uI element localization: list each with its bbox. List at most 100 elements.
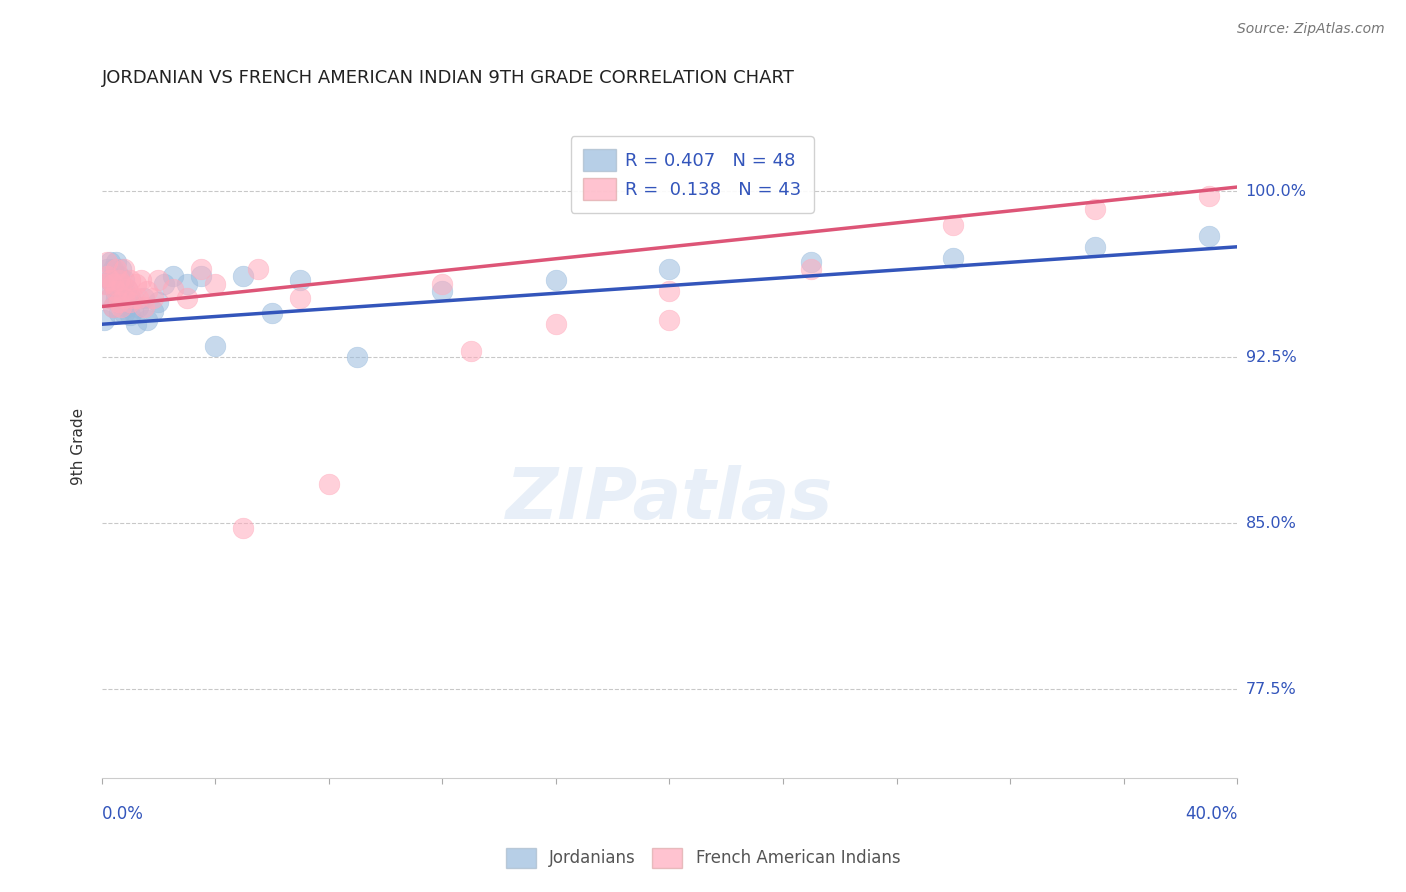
Point <box>124 277 146 292</box>
Point <box>942 218 965 232</box>
Point <box>460 343 482 358</box>
Point <box>107 268 129 283</box>
Point <box>1198 189 1220 203</box>
Point <box>112 261 135 276</box>
Text: ZIPatlas: ZIPatlas <box>506 465 834 533</box>
Point <box>112 306 135 320</box>
Point <box>101 300 124 314</box>
Point <box>110 295 132 310</box>
Point <box>290 273 312 287</box>
Point <box>121 291 143 305</box>
Point <box>544 273 567 287</box>
Point <box>260 306 283 320</box>
Y-axis label: 9th Grade: 9th Grade <box>72 408 86 484</box>
Point <box>136 313 159 327</box>
Point <box>118 291 141 305</box>
Point <box>190 261 212 276</box>
Point <box>658 261 681 276</box>
Point <box>110 277 132 292</box>
Point <box>153 277 176 292</box>
Point <box>132 300 155 314</box>
Point <box>142 304 165 318</box>
Point <box>104 255 127 269</box>
Point <box>658 284 681 298</box>
Point <box>118 309 141 323</box>
Point <box>246 261 269 276</box>
Point <box>104 273 127 287</box>
Point <box>110 300 132 314</box>
Point <box>110 277 132 292</box>
Point <box>96 255 118 269</box>
Point <box>800 261 823 276</box>
Text: 100.0%: 100.0% <box>1246 184 1306 199</box>
Point <box>112 273 135 287</box>
Point <box>129 273 152 287</box>
Point <box>162 282 184 296</box>
Point <box>318 476 340 491</box>
Point <box>1198 228 1220 243</box>
Point <box>176 291 198 305</box>
Point <box>121 304 143 318</box>
Point <box>104 261 127 276</box>
Point <box>101 277 124 292</box>
Point <box>942 251 965 265</box>
Point <box>148 273 170 287</box>
Point <box>346 351 368 365</box>
Point <box>98 291 121 305</box>
Point <box>544 318 567 332</box>
Text: JORDANIAN VS FRENCH AMERICAN INDIAN 9TH GRADE CORRELATION CHART: JORDANIAN VS FRENCH AMERICAN INDIAN 9TH … <box>101 70 794 87</box>
Point <box>132 291 155 305</box>
Point <box>107 306 129 320</box>
Text: 0.0%: 0.0% <box>101 805 143 822</box>
Point <box>204 277 226 292</box>
Point <box>800 255 823 269</box>
Point <box>98 273 121 287</box>
Point <box>107 284 129 298</box>
Point <box>1084 240 1107 254</box>
Point <box>107 273 129 287</box>
Point <box>162 268 184 283</box>
Point <box>112 291 135 305</box>
Point <box>98 255 121 269</box>
Legend: R = 0.407   N = 48, R =  0.138   N = 43: R = 0.407 N = 48, R = 0.138 N = 43 <box>571 136 814 213</box>
Legend: Jordanians, French American Indians: Jordanians, French American Indians <box>499 841 907 875</box>
Text: 85.0%: 85.0% <box>1246 516 1296 531</box>
Text: 92.5%: 92.5% <box>1246 350 1296 365</box>
Point <box>107 295 129 310</box>
Point <box>142 291 165 305</box>
Point <box>127 300 149 314</box>
Point <box>127 291 149 305</box>
Point <box>96 261 118 276</box>
Point <box>232 521 254 535</box>
Point <box>115 300 138 314</box>
Point <box>432 277 454 292</box>
Point <box>93 313 115 327</box>
Point <box>432 284 454 298</box>
Point <box>115 282 138 296</box>
Point <box>101 277 124 292</box>
Text: 40.0%: 40.0% <box>1185 805 1237 822</box>
Point <box>98 291 121 305</box>
Point <box>124 318 146 332</box>
Point <box>101 261 124 276</box>
Point <box>96 277 118 292</box>
Text: 77.5%: 77.5% <box>1246 682 1296 697</box>
Point <box>118 295 141 310</box>
Point <box>176 277 198 292</box>
Point <box>104 291 127 305</box>
Point <box>190 268 212 283</box>
Point <box>290 291 312 305</box>
Text: Source: ZipAtlas.com: Source: ZipAtlas.com <box>1237 22 1385 37</box>
Point <box>93 277 115 292</box>
Point <box>204 339 226 353</box>
Point <box>136 284 159 298</box>
Point <box>110 261 132 276</box>
Point <box>98 273 121 287</box>
Point <box>658 313 681 327</box>
Point <box>118 273 141 287</box>
Point <box>96 268 118 283</box>
Point <box>1084 202 1107 216</box>
Point <box>112 288 135 302</box>
Point <box>101 300 124 314</box>
Point <box>115 282 138 296</box>
